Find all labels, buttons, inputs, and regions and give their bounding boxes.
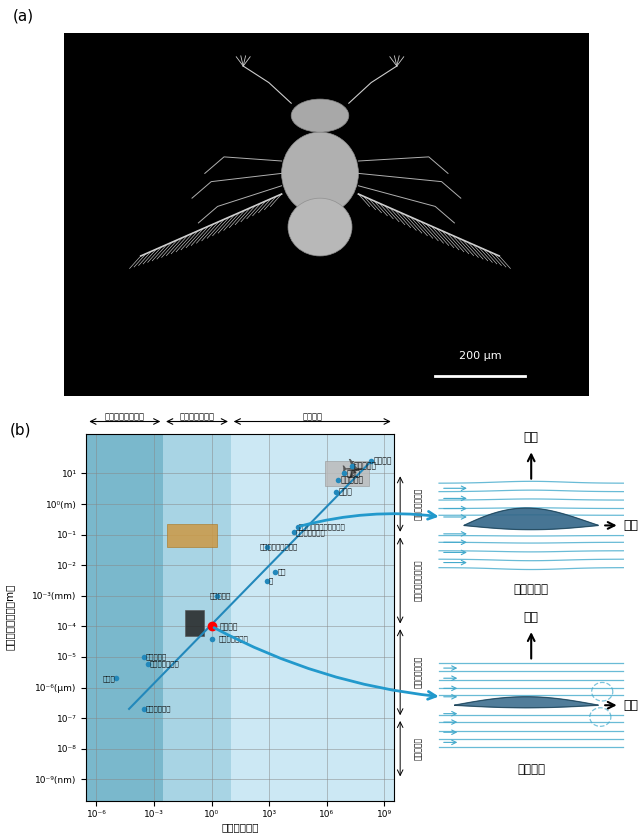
Ellipse shape [288, 198, 352, 256]
Text: 揚力: 揚力 [524, 611, 539, 624]
Text: クジラ: クジラ [346, 469, 360, 478]
Polygon shape [454, 696, 598, 708]
Text: ✈: ✈ [340, 457, 364, 485]
Text: 小型航空機: 小型航空機 [340, 475, 364, 485]
Bar [86, 434, 163, 801]
Bar [163, 434, 231, 801]
Text: たんぽぽの綿毛: たんぽぽの綿毛 [218, 636, 248, 642]
Text: 粘性・運動性領域: 粘性・運動性領域 [105, 412, 145, 421]
Text: 飛翔体の大きさ（m）: 飛翔体の大きさ（m） [4, 584, 15, 651]
Text: 飛行機の翼: 飛行機の翼 [514, 583, 548, 596]
Bar [185, 610, 204, 636]
Text: 赤血球、白血球: 赤血球、白血球 [150, 661, 180, 667]
Text: 血小板: 血小板 [102, 675, 115, 681]
Text: ハチ: ハチ [277, 569, 285, 575]
Text: オタマジャクシ: オタマジャクシ [296, 529, 326, 535]
Text: (a): (a) [13, 8, 34, 23]
Text: 羽毛甲虫: 羽毛甲虫 [220, 622, 238, 631]
Text: 昆虫の翔: 昆虫の翔 [517, 763, 545, 776]
Text: 大型旅客機: 大型旅客機 [354, 461, 377, 470]
Text: 恨性領域: 恨性領域 [302, 412, 322, 421]
Bar [64, 33, 589, 396]
Text: 細菌の鞭毛: 細菌の鞭毛 [145, 654, 167, 661]
Text: 200 μm: 200 μm [459, 351, 501, 361]
Text: 抵力: 抵力 [623, 699, 638, 711]
Text: タンカー: タンカー [373, 457, 392, 466]
Text: イルカ: イルカ [338, 487, 352, 496]
Text: ミリメーターサイズ: ミリメーターサイズ [414, 560, 423, 601]
Text: アザミウマ: アザミウマ [210, 592, 231, 599]
Ellipse shape [282, 132, 358, 214]
Bar [168, 524, 218, 547]
Text: メーターサイズ: メーターサイズ [414, 488, 423, 520]
Text: 蚊: 蚊 [269, 578, 273, 585]
X-axis label: レイノルズ数
恨性力と箘性力の比: レイノルズ数 恨性力と箘性力の比 [212, 822, 268, 834]
Bar [325, 460, 369, 485]
Text: チョウ、蛾・トンボ: チョウ、蛾・トンボ [260, 544, 298, 550]
Polygon shape [464, 508, 598, 530]
Text: アホウドリ・大型回遊魚: アホウドリ・大型回遊魚 [299, 524, 346, 530]
Text: (b): (b) [10, 422, 31, 437]
Ellipse shape [291, 99, 349, 132]
Text: 抵力: 抵力 [623, 519, 638, 532]
Text: ヒトデの精子: ヒトデの精子 [145, 706, 171, 712]
Text: 恨性・粘性領域: 恨性・粘性領域 [179, 412, 214, 421]
Text: ナノサイズ: ナノサイズ [414, 737, 423, 761]
Text: ミクロンサイズ: ミクロンサイズ [414, 656, 423, 688]
Text: 揚力: 揚力 [524, 431, 539, 445]
